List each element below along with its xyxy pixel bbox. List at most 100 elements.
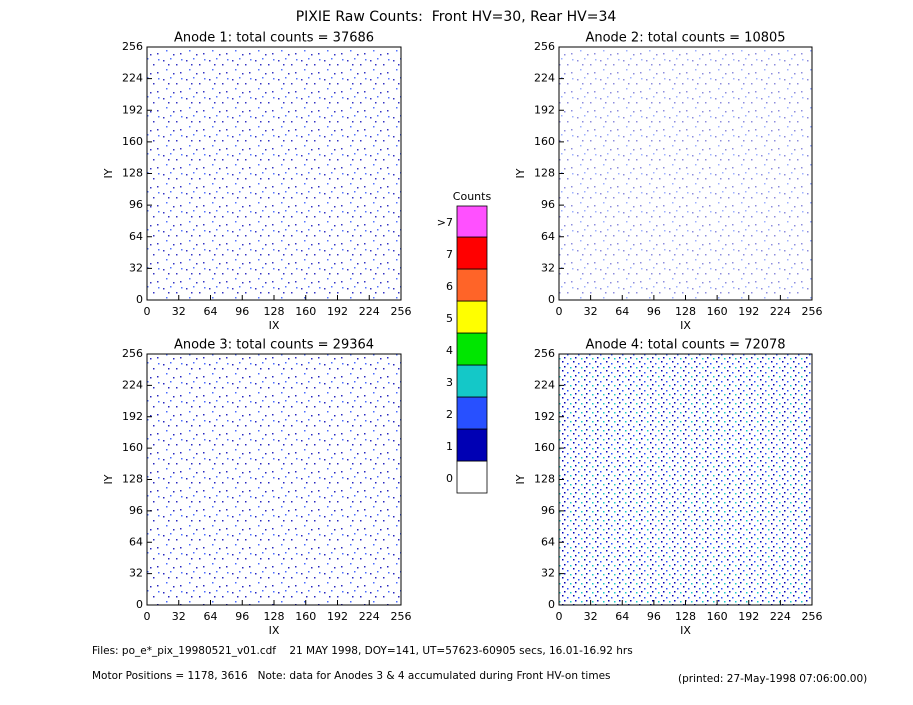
x-tick-label: 256: [391, 305, 412, 318]
x-tick-label: 192: [738, 305, 759, 318]
y-tick-label: 64: [541, 230, 555, 243]
y-tick-label: 32: [541, 261, 555, 274]
x-tick-label: 128: [264, 305, 285, 318]
x-tick-label: 96: [235, 610, 249, 623]
x-tick-label: 64: [615, 610, 629, 623]
x-tick-label: 0: [144, 305, 151, 318]
x-tick-label: 224: [359, 305, 380, 318]
colorbar-swatch: [456, 205, 488, 238]
y-tick-label: 32: [129, 567, 143, 580]
y-tick-label: 128: [534, 473, 555, 486]
y-tick-label: 256: [122, 347, 143, 360]
colorbar-swatch: [456, 268, 488, 302]
y-tick-label: 224: [534, 378, 555, 391]
x-axis-label: IX: [269, 624, 280, 637]
x-tick-label: 64: [204, 610, 218, 623]
y-tick-label: 64: [129, 230, 143, 243]
x-tick-label: 32: [584, 305, 598, 318]
x-tick-label: 192: [327, 610, 348, 623]
x-tick-label: 32: [172, 305, 186, 318]
x-tick-label: 32: [584, 610, 598, 623]
y-tick-label: 256: [122, 40, 143, 53]
colorbar-label: 6: [446, 280, 453, 293]
colorbar-swatch: [456, 332, 488, 366]
colorbar-label: 1: [446, 440, 453, 453]
x-tick-label: 256: [802, 305, 823, 318]
colorbar-title: Counts: [453, 190, 492, 203]
colorbar-label: >7: [437, 216, 453, 229]
x-tick-label: 0: [556, 610, 563, 623]
y-tick-label: 224: [122, 72, 143, 85]
y-tick-label: 160: [534, 135, 555, 148]
x-tick-label: 192: [327, 305, 348, 318]
x-tick-label: 96: [647, 610, 661, 623]
plot-title: Anode 1: total counts = 37686: [174, 31, 374, 46]
y-tick-label: 96: [541, 198, 555, 211]
heatmap-image: [559, 47, 812, 300]
colorbar-swatch: [456, 428, 488, 462]
y-tick-label: 160: [122, 441, 143, 454]
x-tick-label: 128: [264, 610, 285, 623]
y-tick-label: 192: [534, 410, 555, 423]
y-tick-label: 32: [129, 261, 143, 274]
y-tick-label: 256: [534, 40, 555, 53]
colorbar-swatch: [456, 300, 488, 334]
x-tick-label: 0: [144, 610, 151, 623]
colorbar-swatch: [456, 236, 488, 270]
colorbar-swatch: [456, 364, 488, 398]
page-title: PIXIE Raw Counts: Front HV=30, Rear HV=3…: [296, 9, 617, 25]
footer-files: Files: po_e*_pix_19980521_v01.cdf 21 MAY…: [92, 645, 633, 657]
y-tick-label: 160: [534, 441, 555, 454]
y-axis-label: IY: [102, 474, 115, 484]
x-tick-label: 128: [675, 305, 696, 318]
x-tick-label: 256: [391, 610, 412, 623]
colorbar-label: 5: [446, 312, 453, 325]
heatmap-image: [147, 354, 401, 605]
x-tick-label: 160: [295, 305, 316, 318]
y-tick-label: 0: [548, 598, 555, 611]
heatmap-image: [559, 354, 812, 605]
x-axis-label: IX: [680, 624, 691, 637]
x-tick-label: 256: [802, 610, 823, 623]
x-tick-label: 224: [770, 610, 791, 623]
colorbar-label: 0: [446, 472, 453, 485]
x-tick-label: 32: [172, 610, 186, 623]
y-tick-label: 224: [534, 72, 555, 85]
y-tick-label: 0: [548, 293, 555, 306]
y-tick-label: 160: [122, 135, 143, 148]
y-axis-label: IY: [514, 474, 527, 484]
y-tick-label: 32: [541, 567, 555, 580]
y-tick-label: 256: [534, 347, 555, 360]
x-axis-label: IX: [269, 319, 280, 332]
y-tick-label: 128: [122, 167, 143, 180]
x-tick-label: 96: [647, 305, 661, 318]
colorbar-swatch: [456, 396, 488, 430]
plot-title: Anode 2: total counts = 10805: [585, 31, 785, 46]
x-tick-label: 224: [770, 305, 791, 318]
footer-motor: Motor Positions = 1178, 3616 Note: data …: [92, 670, 611, 682]
x-axis-label: IX: [680, 319, 691, 332]
y-tick-label: 128: [122, 473, 143, 486]
x-tick-label: 64: [615, 305, 629, 318]
y-tick-label: 192: [534, 103, 555, 116]
heatmap-image: [147, 47, 401, 300]
y-axis-label: IY: [514, 168, 527, 178]
x-tick-label: 128: [675, 610, 696, 623]
x-tick-label: 224: [359, 610, 380, 623]
x-tick-label: 160: [295, 610, 316, 623]
x-tick-label: 96: [235, 305, 249, 318]
x-tick-label: 160: [707, 305, 728, 318]
y-tick-label: 0: [136, 598, 143, 611]
y-tick-label: 0: [136, 293, 143, 306]
y-tick-label: 224: [122, 378, 143, 391]
colorbar-swatch: [456, 460, 488, 494]
x-tick-label: 0: [556, 305, 563, 318]
x-tick-label: 192: [738, 610, 759, 623]
colorbar-label: 3: [446, 376, 453, 389]
y-tick-label: 96: [129, 198, 143, 211]
x-tick-label: 64: [204, 305, 218, 318]
y-axis-label: IY: [102, 168, 115, 178]
colorbar-label: 7: [446, 248, 453, 261]
y-tick-label: 192: [122, 410, 143, 423]
